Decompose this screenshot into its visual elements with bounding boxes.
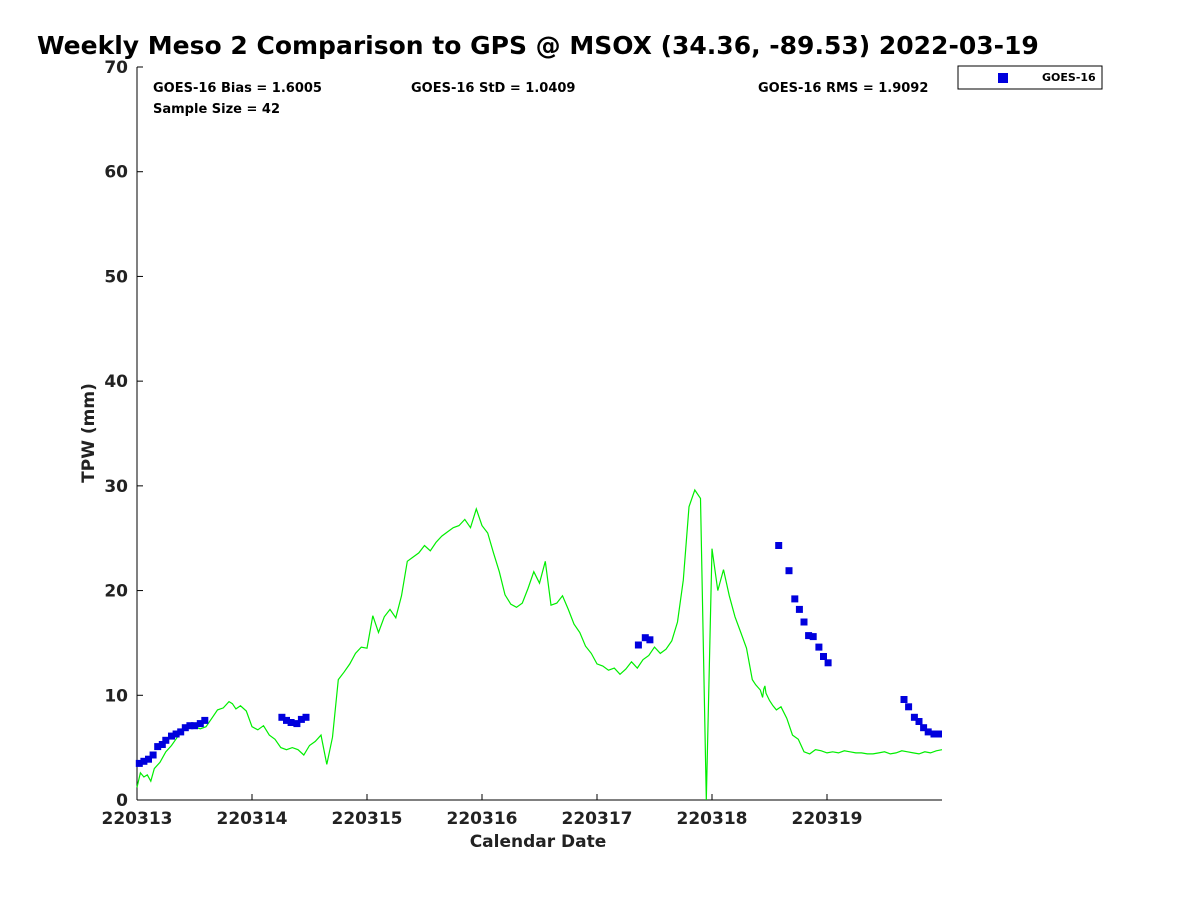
goes16-point xyxy=(145,755,152,763)
goes16-point xyxy=(920,724,928,732)
chart-title: Weekly Meso 2 Comparison to GPS @ MSOX (… xyxy=(37,31,1039,60)
y-ticks: 0 10 20 30 40 50 60 70 xyxy=(104,58,143,811)
goes16-point xyxy=(181,724,189,732)
goes16-point xyxy=(287,719,295,726)
goes16-point xyxy=(809,633,817,641)
goes16-point xyxy=(815,643,823,651)
y-tick-label: 0 xyxy=(116,791,128,811)
goes16-point xyxy=(186,722,194,730)
goes16-point xyxy=(158,741,166,748)
goes16-point xyxy=(154,743,162,751)
gps-tpw-line xyxy=(136,488,943,801)
goes16-point xyxy=(201,716,209,724)
goes16-point xyxy=(905,703,913,711)
goes16-point xyxy=(172,730,180,738)
x-tick-label: 220315 xyxy=(332,809,403,829)
goes16-point xyxy=(135,759,143,767)
x-axis-label: Calendar Date xyxy=(470,832,607,852)
goes16-point xyxy=(935,730,942,738)
plot-area xyxy=(136,67,942,801)
goes16-point xyxy=(641,634,649,642)
legend-box xyxy=(957,65,1103,90)
goes16-point xyxy=(177,728,185,736)
y-tick-label: 10 xyxy=(104,686,128,706)
x-tick-label: 220316 xyxy=(447,809,518,829)
goes16-point xyxy=(791,595,799,603)
rms-stat: GOES-16 RMS = 1.9092 xyxy=(758,81,928,96)
goes16-point xyxy=(149,751,157,759)
goes16-point xyxy=(278,713,286,721)
goes16-point xyxy=(168,732,175,740)
std-stat: GOES-16 StD = 1.0409 xyxy=(411,81,575,96)
x-tick-label: 220318 xyxy=(677,809,748,829)
goes16-point xyxy=(795,605,803,613)
y-tick-label: 60 xyxy=(104,163,128,183)
goes16-point xyxy=(297,715,305,723)
goes16-point xyxy=(785,567,793,575)
x-tick-label: 220319 xyxy=(792,809,863,829)
goes16-point xyxy=(924,728,932,736)
x-ticks: 220313 220314 220315 220316 220317 220318 2203… xyxy=(102,794,863,829)
legend-label-goes16: GOES-16 xyxy=(1042,71,1096,84)
bias-stat: GOES-16 Bias = 1.6005 xyxy=(153,81,322,96)
goes16-point xyxy=(824,659,832,667)
goes16-point xyxy=(805,632,813,640)
goes16-point xyxy=(302,713,310,721)
goes16-point xyxy=(283,716,290,724)
goes16-point xyxy=(634,641,642,649)
goes16-point xyxy=(915,718,923,725)
goes16-point xyxy=(800,618,808,626)
sample-size-stat: Sample Size = 42 xyxy=(153,102,280,117)
gps-line-series xyxy=(136,488,943,801)
goes16-point xyxy=(820,653,827,660)
goes16-point xyxy=(900,696,908,703)
goes16-point xyxy=(293,720,301,728)
x-tick-label: 220317 xyxy=(562,809,633,829)
goes16-point xyxy=(930,730,938,738)
goes16-point xyxy=(775,542,783,549)
y-tick-label: 50 xyxy=(104,267,128,287)
goes16-point xyxy=(910,713,918,721)
y-tick-label: 20 xyxy=(104,582,128,602)
goes16-point xyxy=(162,736,170,744)
goes16-point xyxy=(646,636,654,644)
x-tick-label: 220314 xyxy=(217,809,288,829)
goes16-point xyxy=(140,757,148,765)
goes16-marker-series xyxy=(135,542,942,767)
y-tick-label: 30 xyxy=(104,477,128,497)
x-tick-label: 220313 xyxy=(102,809,173,829)
legend: GOES-16 xyxy=(957,65,1103,90)
goes16-point xyxy=(196,720,204,728)
y-tick-label: 70 xyxy=(104,58,128,78)
y-axis-label: TPW (mm) xyxy=(79,383,99,483)
y-tick-label: 40 xyxy=(104,372,128,392)
legend-marker xyxy=(998,73,1008,83)
goes16-point xyxy=(191,722,198,730)
